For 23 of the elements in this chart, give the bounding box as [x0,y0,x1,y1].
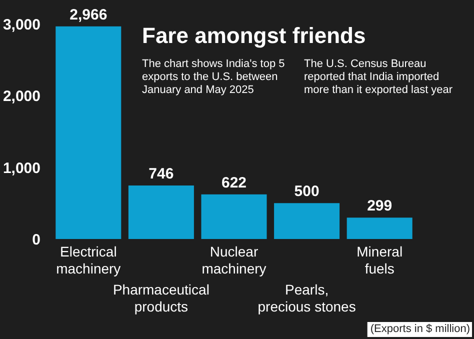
y-tick-label: 0 [32,232,40,248]
data-label: 746 [148,166,174,183]
bar [274,203,340,239]
y-tick-label: 1,000 [2,160,40,177]
chart-title: Fare amongst friends [142,23,366,48]
text: (Exports in $ million) [370,323,470,335]
bar [128,186,194,239]
data-label: 299 [367,198,392,215]
data-label: 2,966 [70,6,108,24]
data-label: 500 [294,183,320,200]
x-tick-label: Electrical machinery [56,244,121,276]
x-tick-label: Pharmaceutical products [112,282,210,314]
bar [56,26,122,239]
annotation: The U.S. Census Bureau reported that India imported more than it exported last year [304,58,453,96]
x-tick-label: Pearls, precious stones [258,282,356,314]
y-tick-label: 3,000 [2,16,40,34]
bar [346,218,412,239]
annotation: The chart shows India's top 5 exports to the U.S. between January and May 2025 [142,58,285,96]
x-tick-label: Nuclear machinery [202,244,266,276]
x-tick-label: Mineral fuels [356,244,403,276]
data-label: 622 [221,174,247,192]
y-tick-label: 2,000 [2,88,40,106]
bar [201,194,267,239]
